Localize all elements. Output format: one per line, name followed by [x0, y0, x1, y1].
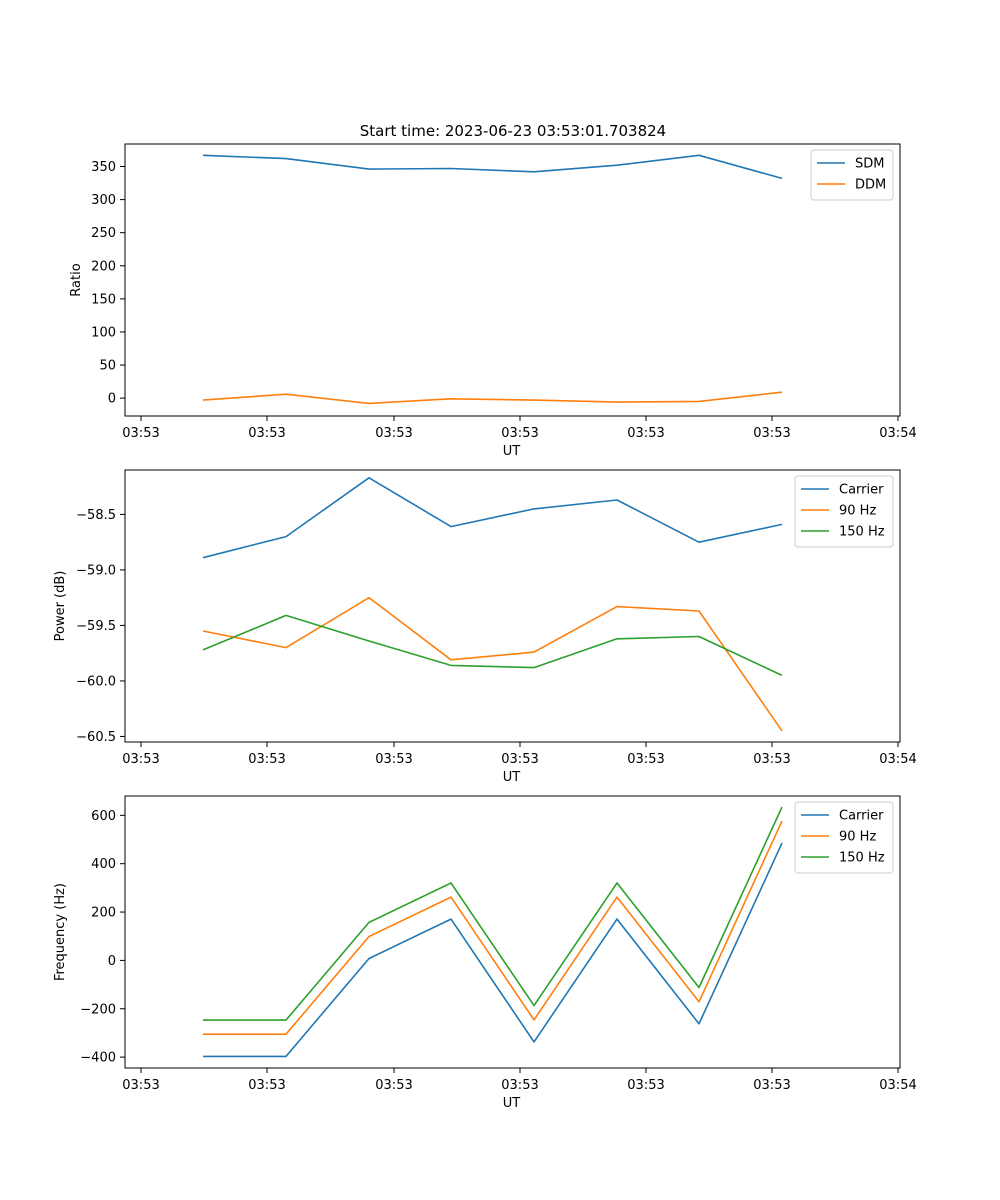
x-tick-label: 03:53	[627, 426, 664, 441]
legend-label: Carrier	[839, 483, 884, 498]
x-tick-label: 03:53	[501, 1078, 538, 1093]
legend-label: 90 Hz	[839, 830, 876, 845]
x-tick-label: 03:53	[248, 1078, 285, 1093]
series-line-150-hz	[202, 614, 783, 677]
legend-box	[794, 801, 894, 874]
x-tick-label: 03:53	[122, 426, 159, 441]
legend: Carrier 90 Hz 150 Hz	[794, 801, 894, 874]
legend-label: DDM	[855, 178, 886, 193]
series-line-carrier	[202, 476, 783, 559]
x-tick-label: 03:53	[122, 752, 159, 767]
y-tick-label: 250	[91, 226, 116, 241]
x-tick-label: 03:53	[753, 426, 790, 441]
x-axis-label: UT	[503, 1096, 521, 1111]
y-tick-label: 200	[91, 906, 116, 921]
series-line-90-hz	[203, 820, 783, 1035]
y-tick-label: 50	[99, 359, 116, 374]
y-tick-label: 150	[91, 292, 116, 307]
x-tick-label: 03:53	[375, 1078, 412, 1093]
legend: SDM DDM	[810, 149, 894, 201]
y-tick-label: 300	[91, 193, 116, 208]
legend-label: 150 Hz	[839, 851, 885, 866]
legend-box	[794, 475, 894, 548]
axes-frame	[124, 795, 901, 1069]
legend: Carrier 90 Hz 150 Hz	[794, 475, 894, 548]
y-axis-label: Frequency (Hz)	[53, 883, 68, 981]
subplot-2: 03:53 03:53 03:53 03:53 03:53 03:53 03:54 −60.5…	[53, 469, 917, 785]
y-axis-label: Power (dB)	[53, 571, 68, 642]
axes-frame	[124, 143, 901, 417]
y-tick-label: −400	[80, 1051, 116, 1066]
x-tick-label: 03:53	[122, 1078, 159, 1093]
figure-title: Start time: 2023-06-23 03:53:01.703824	[360, 122, 666, 140]
y-tick-label: 100	[91, 325, 116, 340]
axes-frame	[124, 469, 901, 743]
x-tick-label: 03:53	[375, 752, 412, 767]
x-tick-label: 03:53	[501, 752, 538, 767]
x-tick-label: 03:53	[627, 1078, 664, 1093]
y-tick-label: −58.5	[76, 508, 116, 523]
y-tick-label: −60.5	[76, 730, 116, 745]
y-tick-label: −59.5	[76, 619, 116, 634]
x-tick-label: 03:54	[879, 426, 916, 441]
x-tick-label: 03:53	[501, 426, 538, 441]
legend-label: Carrier	[839, 809, 884, 824]
subplot-1: 03:53 03:53 03:53 03:53 03:53 03:53 03:54 0 50 10…	[69, 143, 917, 459]
x-tick-label: 03:53	[753, 1078, 790, 1093]
x-tick-label: 03:53	[627, 752, 664, 767]
x-tick-label: 03:53	[375, 426, 412, 441]
legend-label: SDM	[855, 157, 884, 172]
series-line-ddm	[202, 391, 783, 405]
chart-root: 03:53 03:53 03:53 03:53 03:53 03:53 03:54 0 50 10…	[53, 143, 917, 1111]
y-tick-label: −200	[80, 1002, 116, 1017]
x-axis-label: UT	[503, 444, 521, 459]
x-tick-label: 03:53	[753, 752, 790, 767]
series-line-carrier	[203, 842, 783, 1058]
series-line-sdm	[202, 154, 783, 180]
x-tick-label: 03:54	[879, 1078, 916, 1093]
y-axis-label: Ratio	[69, 263, 84, 296]
subplot-3: 03:53 03:53 03:53 03:53 03:53 03:53 03:54 −400 −…	[53, 795, 917, 1111]
x-axis-label: UT	[503, 770, 521, 785]
x-tick-label: 03:54	[879, 752, 916, 767]
legend-label: 90 Hz	[839, 504, 876, 519]
y-tick-label: −60.0	[76, 674, 116, 689]
x-tick-label: 03:53	[248, 426, 285, 441]
x-tick-label: 03:53	[248, 752, 285, 767]
y-tick-label: 200	[91, 259, 116, 274]
y-tick-label: 0	[108, 392, 116, 407]
y-tick-label: 0	[108, 954, 116, 969]
y-tick-label: 600	[91, 809, 116, 824]
series-line-90-hz	[202, 596, 783, 732]
y-tick-label: −59.0	[76, 563, 116, 578]
legend-label: 150 Hz	[839, 525, 885, 540]
series-line-150-hz	[203, 806, 783, 1021]
y-tick-label: 400	[91, 857, 116, 872]
y-tick-label: 350	[91, 160, 116, 175]
